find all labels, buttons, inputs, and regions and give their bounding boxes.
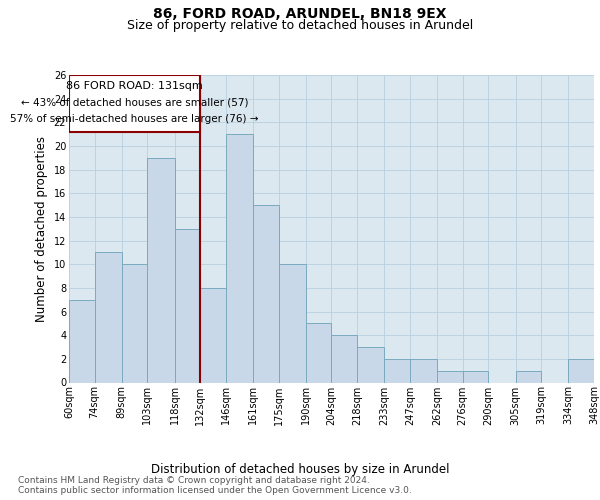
Bar <box>437 370 463 382</box>
Bar <box>122 264 148 382</box>
Text: Contains HM Land Registry data © Crown copyright and database right 2024.: Contains HM Land Registry data © Crown c… <box>18 476 370 485</box>
Bar <box>463 370 488 382</box>
Text: 57% of semi-detached houses are larger (76) →: 57% of semi-detached houses are larger (… <box>10 114 259 124</box>
Y-axis label: Number of detached properties: Number of detached properties <box>35 136 48 322</box>
Bar <box>357 347 385 382</box>
Text: Size of property relative to detached houses in Arundel: Size of property relative to detached ho… <box>127 19 473 32</box>
Bar <box>331 335 357 382</box>
Bar <box>175 229 200 382</box>
Text: 86 FORD ROAD: 131sqm: 86 FORD ROAD: 131sqm <box>66 80 203 90</box>
Bar <box>515 370 541 382</box>
Bar <box>278 264 306 382</box>
Bar <box>69 75 200 132</box>
Bar <box>385 359 410 382</box>
Text: ← 43% of detached houses are smaller (57): ← 43% of detached houses are smaller (57… <box>21 97 248 107</box>
Bar <box>226 134 253 382</box>
Bar <box>410 359 437 382</box>
Bar <box>69 300 95 382</box>
Text: Distribution of detached houses by size in Arundel: Distribution of detached houses by size … <box>151 462 449 475</box>
Bar <box>148 158 175 382</box>
Bar <box>568 359 594 382</box>
Bar <box>253 205 278 382</box>
Text: 86, FORD ROAD, ARUNDEL, BN18 9EX: 86, FORD ROAD, ARUNDEL, BN18 9EX <box>153 8 447 22</box>
Bar <box>200 288 226 382</box>
Bar <box>95 252 122 382</box>
Text: Contains public sector information licensed under the Open Government Licence v3: Contains public sector information licen… <box>18 486 412 495</box>
Bar <box>306 324 331 382</box>
